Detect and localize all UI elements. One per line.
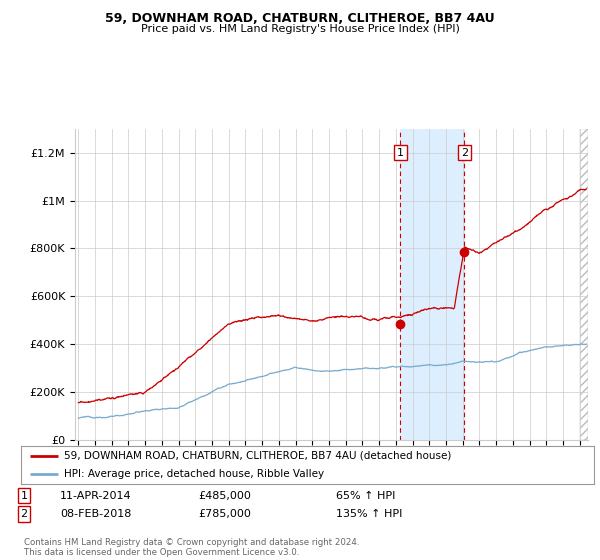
Text: 2: 2 [461, 148, 468, 158]
Text: HPI: Average price, detached house, Ribble Valley: HPI: Average price, detached house, Ribb… [64, 469, 324, 479]
Text: 11-APR-2014: 11-APR-2014 [60, 491, 131, 501]
Text: Price paid vs. HM Land Registry's House Price Index (HPI): Price paid vs. HM Land Registry's House … [140, 24, 460, 34]
Text: 1: 1 [397, 148, 404, 158]
Text: 65% ↑ HPI: 65% ↑ HPI [336, 491, 395, 501]
Text: 1: 1 [20, 491, 28, 501]
Text: 59, DOWNHAM ROAD, CHATBURN, CLITHEROE, BB7 4AU (detached house): 59, DOWNHAM ROAD, CHATBURN, CLITHEROE, B… [64, 451, 451, 461]
Text: £785,000: £785,000 [198, 509, 251, 519]
Text: 59, DOWNHAM ROAD, CHATBURN, CLITHEROE, BB7 4AU: 59, DOWNHAM ROAD, CHATBURN, CLITHEROE, B… [105, 12, 495, 25]
Bar [400, 129, 464, 440]
Text: 2: 2 [20, 509, 28, 519]
Text: 135% ↑ HPI: 135% ↑ HPI [336, 509, 403, 519]
Text: Contains HM Land Registry data © Crown copyright and database right 2024.
This d: Contains HM Land Registry data © Crown c… [24, 538, 359, 557]
Text: £485,000: £485,000 [198, 491, 251, 501]
Text: 08-FEB-2018: 08-FEB-2018 [60, 509, 131, 519]
